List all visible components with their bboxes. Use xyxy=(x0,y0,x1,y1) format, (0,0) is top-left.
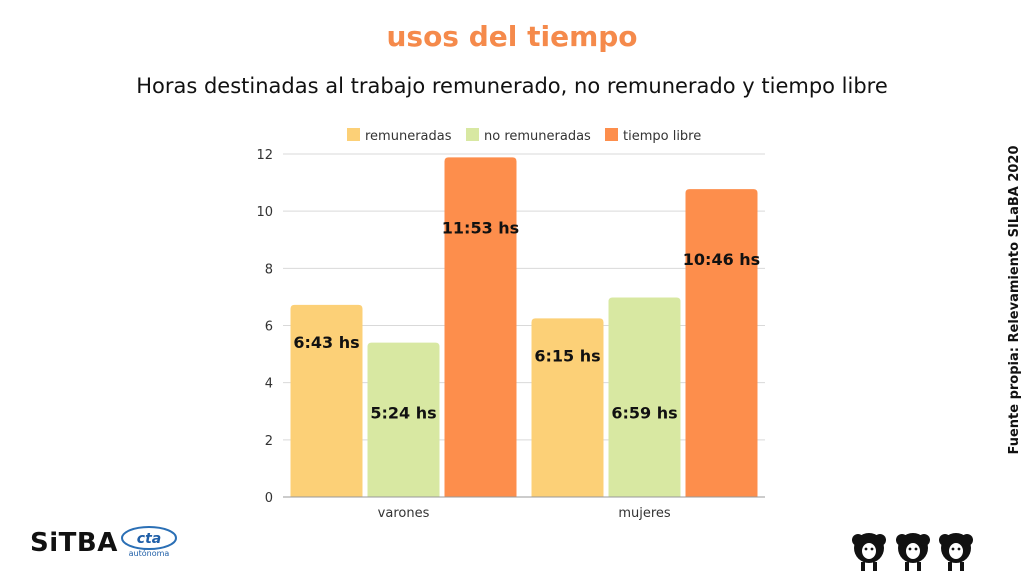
source-note: Fuente propia: Relevamiento SILaBA 2020 xyxy=(1007,145,1022,455)
cta-logo: cta autónoma xyxy=(121,526,177,558)
data-label: 11:53 hs xyxy=(442,218,519,237)
chart-title: usos del tiempo xyxy=(386,20,638,53)
bar xyxy=(290,304,363,497)
y-tick-label: 8 xyxy=(265,262,273,277)
data-label: 6:59 hs xyxy=(611,403,677,422)
y-tick-label: 4 xyxy=(265,377,273,392)
legend-swatch xyxy=(347,128,360,141)
chart-subtitle: Horas destinadas al trabajo remunerado, … xyxy=(136,74,888,98)
x-tick-label: mujeres xyxy=(618,506,671,521)
data-label: 5:24 hs xyxy=(370,404,436,423)
legend-label: remuneradas xyxy=(365,129,452,144)
data-label: 6:15 hs xyxy=(534,346,600,365)
x-tick-label: varones xyxy=(378,506,430,521)
legend-swatch xyxy=(466,128,479,141)
legend-label: tiempo libre xyxy=(623,129,701,144)
data-label: 10:46 hs xyxy=(683,250,760,269)
cta-logo-text: cta xyxy=(137,531,161,547)
bar xyxy=(531,318,604,497)
sitba-logo: SiTBA xyxy=(30,528,118,558)
bar xyxy=(367,342,440,497)
bar xyxy=(685,189,758,497)
bar xyxy=(444,157,517,497)
sheep-icon xyxy=(852,533,886,571)
data-label: 6:43 hs xyxy=(293,333,359,352)
y-tick-label: 0 xyxy=(265,491,273,506)
sitba-logo-text: SiTBA xyxy=(30,528,118,558)
sheep-icon xyxy=(939,533,973,571)
y-tick-label: 2 xyxy=(265,434,273,449)
legend-label: no remuneradas xyxy=(484,129,591,144)
sheep-icon xyxy=(896,533,930,571)
y-tick-label: 12 xyxy=(256,148,273,163)
legend-swatch xyxy=(605,128,618,141)
cta-logo-subtext: autónoma xyxy=(129,548,170,558)
bar xyxy=(608,297,681,497)
y-tick-label: 10 xyxy=(256,205,273,220)
y-tick-label: 6 xyxy=(265,320,273,335)
